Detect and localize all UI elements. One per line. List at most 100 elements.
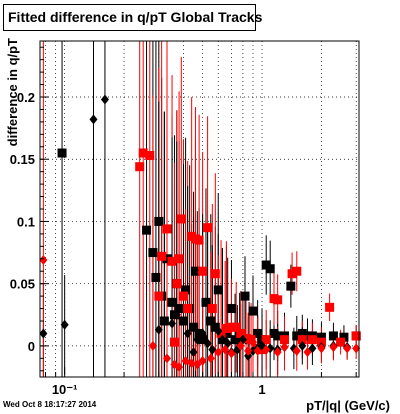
data-point-diamond <box>60 319 69 330</box>
data-point-square <box>183 304 193 314</box>
data-point-square <box>57 148 67 158</box>
data-point-square <box>230 335 240 345</box>
data-point-diamond <box>280 342 289 353</box>
data-point-square <box>181 285 191 295</box>
data-point-square <box>172 279 182 289</box>
data-point-diamond <box>214 347 223 358</box>
data-point-square <box>203 223 213 233</box>
data-point-square <box>145 150 155 160</box>
data-point-square <box>240 291 250 301</box>
y-tick-label: 0.2 <box>17 90 35 105</box>
data-point-diamond <box>218 334 227 345</box>
data-point-diamond <box>193 359 202 370</box>
data-point-diamond <box>206 353 215 364</box>
data-point-diamond <box>154 324 163 335</box>
data-point-diamond <box>39 255 48 266</box>
data-point-diamond <box>203 338 212 349</box>
data-point-square <box>176 214 186 224</box>
data-point-square <box>210 269 220 279</box>
data-point-square <box>210 322 220 332</box>
data-point-square <box>135 162 145 172</box>
data-point-diamond <box>187 358 196 369</box>
data-point-square <box>194 235 204 245</box>
data-point-square <box>167 256 177 266</box>
data-point-square <box>292 331 302 341</box>
data-point-diamond <box>162 353 171 364</box>
data-point-square <box>307 335 317 345</box>
data-point-diamond <box>253 345 262 356</box>
axes <box>39 40 360 378</box>
y-tick-label: 0.1 <box>17 214 35 229</box>
data-point-square <box>226 304 236 314</box>
data-point-diamond <box>273 347 282 358</box>
data-point-diamond <box>262 344 271 355</box>
data-point-diamond <box>183 328 192 339</box>
data-point-diamond <box>160 316 169 326</box>
data-point-square <box>174 254 184 264</box>
data-point-diamond <box>193 334 202 345</box>
data-point-square <box>303 331 313 341</box>
data-point-square <box>216 328 226 338</box>
data-point-diamond <box>198 328 207 339</box>
data-point-square <box>154 216 164 226</box>
data-point-square <box>351 331 361 341</box>
data-point-square <box>213 285 223 295</box>
error-bars <box>42 41 357 377</box>
data-point-diamond <box>179 316 188 326</box>
data-point-square <box>231 322 241 332</box>
data-point-diamond <box>329 342 338 353</box>
data-point-square <box>178 291 188 301</box>
data-point-square <box>157 251 167 261</box>
data-point-square <box>280 335 290 345</box>
data-point-square <box>198 266 208 276</box>
data-point-diamond <box>198 355 207 366</box>
data-point-diamond <box>168 318 177 329</box>
data-point-square <box>206 316 216 326</box>
data-point-diamond <box>298 340 307 351</box>
data-point-square <box>226 322 236 332</box>
x-tick-label: 1 <box>258 382 265 397</box>
data-point-square <box>286 281 296 291</box>
data-point-square <box>151 272 161 282</box>
data-point-diamond <box>292 345 301 356</box>
data-point-square <box>148 248 158 258</box>
data-point-square <box>138 148 148 158</box>
data-point-diamond <box>175 362 184 373</box>
y-tick-label: 0 <box>28 339 35 354</box>
data-point-diamond <box>148 340 157 351</box>
data-point-square <box>162 254 172 264</box>
data-point-square <box>221 323 231 333</box>
data-point-square <box>174 304 184 314</box>
data-point-diamond <box>227 348 236 359</box>
y-tick-label: 0.05 <box>10 277 35 292</box>
y-axis-label: difference in q/pT <box>5 38 20 146</box>
data-point-diamond <box>100 94 109 105</box>
data-point-diamond <box>221 344 230 355</box>
data-point-diamond <box>317 343 326 354</box>
data-point-square <box>325 302 335 312</box>
x-axis-label: pT/|q| (GeV/c) <box>306 398 390 413</box>
data-point-diamond <box>172 309 181 320</box>
data-point-square <box>336 337 346 347</box>
data-point-diamond <box>214 325 223 336</box>
data-point-square <box>273 295 283 305</box>
data-point-square <box>248 306 258 316</box>
timestamp: Wed Oct 8 18:17:27 2014 <box>3 400 97 409</box>
data-point-square <box>316 332 326 342</box>
data-point-diamond <box>303 347 312 358</box>
data-point-square <box>339 332 349 342</box>
data-point-square <box>142 225 152 235</box>
tick-labels: 0 0.05 0.1 0.15 0.2 10⁻¹ 1 <box>10 90 266 397</box>
data-point-square <box>265 264 275 274</box>
data-point-square <box>292 266 302 276</box>
data-point-square <box>169 337 179 347</box>
chart-title: Fitted difference in q/pT Global Tracks <box>3 4 262 31</box>
data-point-diamond <box>236 340 245 351</box>
data-point-square <box>253 328 263 338</box>
data-point-square <box>162 224 172 234</box>
data-point-diamond <box>248 337 257 348</box>
data-point-square <box>261 335 271 345</box>
data-point-square <box>273 331 283 341</box>
data-point-diamond <box>244 345 253 356</box>
